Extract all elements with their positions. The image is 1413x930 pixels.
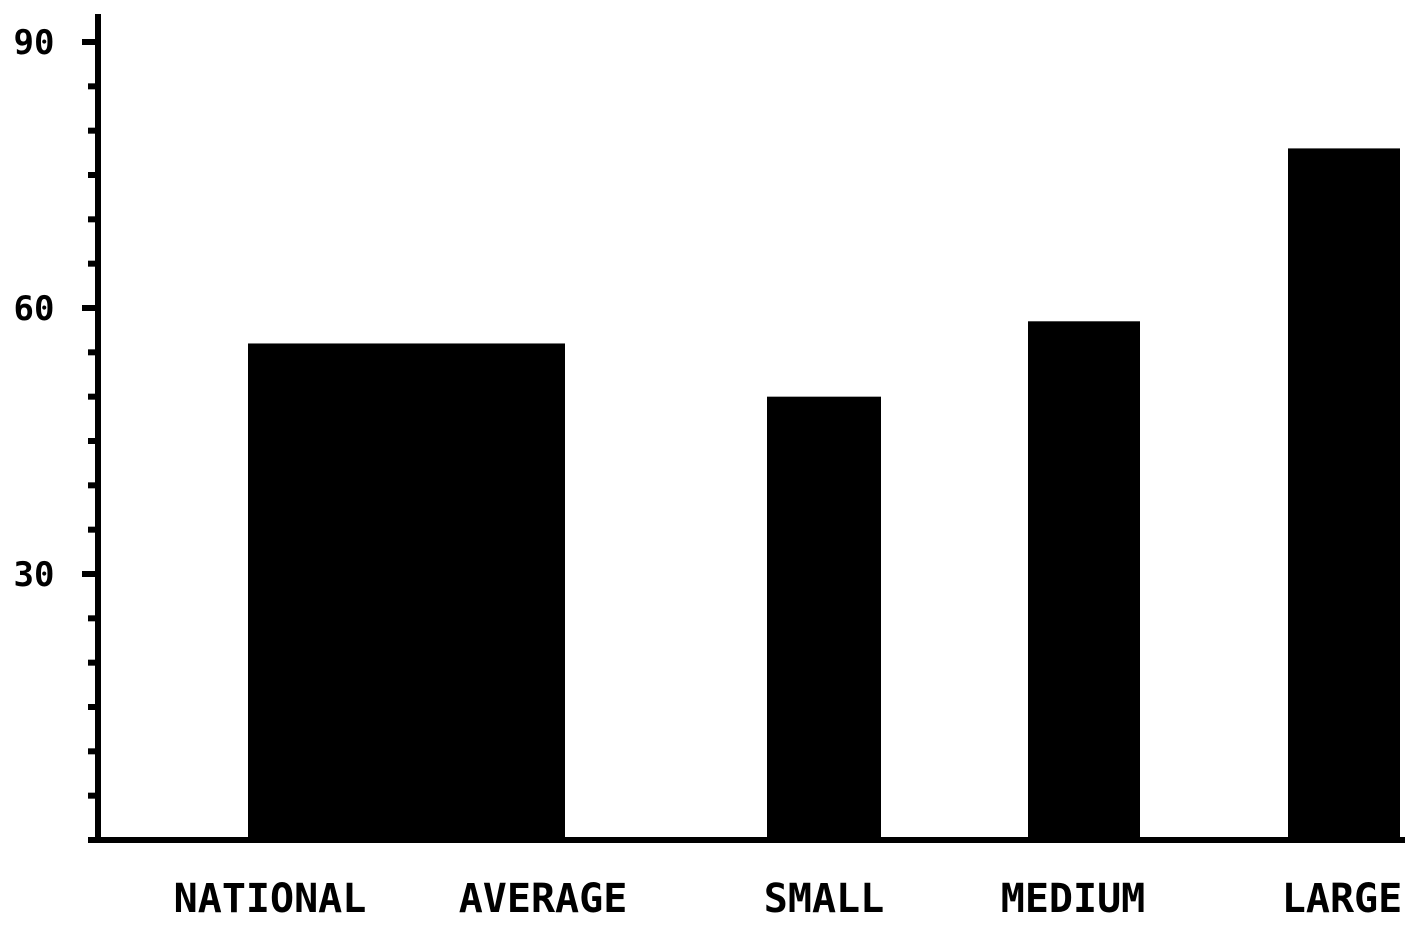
y-tick-label: 60 [14,289,55,329]
bar-small [767,396,881,840]
x-category-labels: NATIONAL AVERAGE SMALL MEDIUM LARGE [174,876,1403,922]
x-category-label: LARGE [1282,876,1402,922]
bar-medium [1028,321,1140,840]
x-category-label: AVERAGE [459,876,628,922]
x-category-label: MEDIUM [1001,876,1146,922]
y-tick-label: 90 [14,23,55,63]
bar-large [1288,148,1400,840]
bar-national-average [248,343,565,840]
y-tick-label: 30 [14,555,55,595]
axes [82,14,1405,843]
bars [248,148,1400,840]
x-category-label: SMALL [764,876,884,922]
x-category-label: NATIONAL [174,876,367,922]
y-tick-labels: 90 60 30 [14,23,55,595]
